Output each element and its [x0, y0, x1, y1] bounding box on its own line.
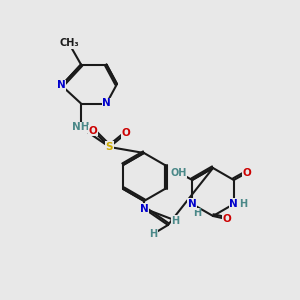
Text: O: O [243, 167, 252, 178]
Text: NH: NH [72, 122, 90, 133]
Text: H: H [171, 215, 180, 226]
Text: N: N [102, 98, 111, 109]
Text: H: H [149, 229, 157, 239]
Text: N: N [140, 203, 148, 214]
Text: OH: OH [170, 167, 187, 178]
Text: N: N [230, 199, 238, 209]
Text: CH₃: CH₃ [59, 38, 79, 49]
Text: H: H [193, 208, 201, 218]
Text: N: N [57, 80, 66, 91]
Text: H: H [239, 199, 247, 209]
Text: O: O [222, 214, 231, 224]
Text: S: S [106, 142, 113, 152]
Text: O: O [88, 125, 98, 136]
Text: O: O [122, 128, 130, 139]
Text: N: N [188, 199, 197, 209]
